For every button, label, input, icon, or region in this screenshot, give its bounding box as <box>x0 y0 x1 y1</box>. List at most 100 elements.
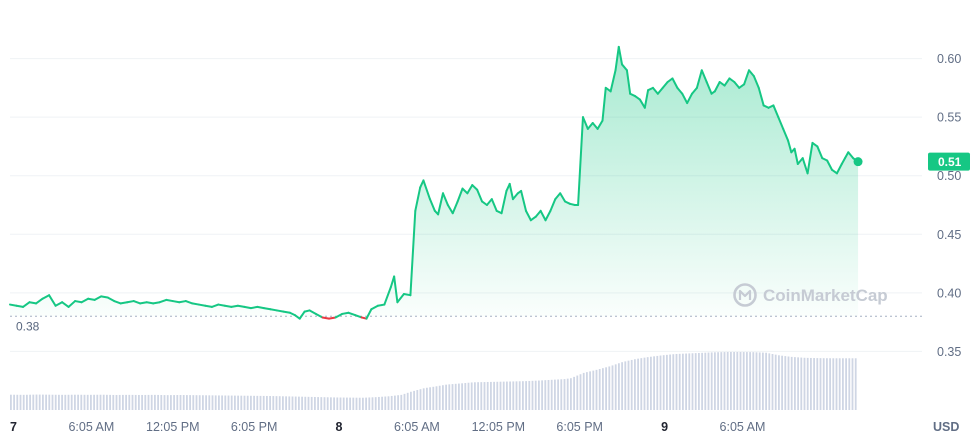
volume-bar <box>634 359 636 410</box>
volume-bar <box>166 395 169 410</box>
volume-bar <box>592 370 595 410</box>
price-line-segment-up <box>298 310 306 320</box>
volume-bar <box>762 352 764 410</box>
price-line-segment-up <box>347 311 357 317</box>
volume-bar <box>637 358 639 410</box>
volume-bar <box>70 394 73 410</box>
volume-bar <box>816 358 819 410</box>
price-line-segment-up <box>441 192 449 206</box>
volume-bar <box>250 395 252 410</box>
volume-bar <box>608 366 611 410</box>
x-tick-day-label: 7 <box>10 420 17 434</box>
x-tick-label: 12:05 PM <box>472 420 526 434</box>
price-line-segment-up <box>772 104 780 119</box>
volume-bar <box>394 395 396 410</box>
volume-bar <box>512 381 515 410</box>
volume-bar <box>195 395 198 410</box>
volume-bar <box>176 395 179 410</box>
volume-bar <box>806 357 809 410</box>
price-line-segment-up <box>617 45 624 66</box>
volume-bar <box>765 352 767 410</box>
volume-bar <box>291 396 294 410</box>
volume-bar <box>35 394 38 410</box>
volume-bar <box>355 397 358 410</box>
volume-bar <box>230 395 233 410</box>
volume-bar <box>160 395 163 410</box>
price-line-segment-up <box>446 204 454 215</box>
volume-bar <box>691 353 694 410</box>
volume-bar <box>803 357 806 410</box>
volume-bar <box>813 358 815 410</box>
price-line-segment-up <box>67 300 77 308</box>
volume-bar <box>784 356 787 410</box>
volume-bar <box>333 397 335 410</box>
price-line-segment-up <box>691 86 698 95</box>
price-line-segment-up <box>269 308 278 312</box>
y-tick-label: 0.60 <box>937 52 961 66</box>
price-line-segment-up <box>262 307 272 311</box>
volume-bar <box>707 352 710 410</box>
volume-bar <box>630 359 633 410</box>
volume-bar <box>275 396 278 410</box>
volume-bar <box>106 394 108 410</box>
price-line-segment-up <box>591 122 599 130</box>
volume-bar <box>698 352 700 410</box>
volume-bar <box>547 379 550 410</box>
price-line-segment-up <box>581 116 589 130</box>
volume-bar <box>419 389 422 410</box>
y-axis: 0.35 0.40 0.45 0.50 0.55 0.60 <box>937 52 961 359</box>
volume-bar <box>550 379 553 410</box>
volume-bar <box>336 397 339 410</box>
price-line-segment-up <box>534 209 542 218</box>
price-line-segment-up <box>100 295 109 299</box>
volume-bar <box>541 380 543 410</box>
current-price-badge: 0.51 <box>928 152 970 171</box>
volume-bar <box>259 395 262 410</box>
volume-bar <box>458 383 460 410</box>
price-line-segment-up <box>476 188 484 203</box>
watermark-text: CoinMarketCap <box>763 286 888 305</box>
volume-bar <box>240 395 243 410</box>
current-price-dot[interactable] <box>853 157 863 167</box>
volume-bar <box>67 394 70 410</box>
volume-bar <box>125 394 127 410</box>
volume-bar <box>730 352 732 410</box>
price-line-segment-up <box>681 92 689 105</box>
price-line-segment-up <box>490 198 498 212</box>
price-line-segment-up <box>481 200 488 206</box>
price-line-segment-up <box>428 198 436 212</box>
price-line-segment-up <box>451 200 459 215</box>
volume-bar <box>566 378 569 410</box>
volume-bar <box>595 369 598 410</box>
volume-bar <box>339 397 342 410</box>
volume-bar <box>429 387 431 410</box>
volume-bar <box>74 394 76 410</box>
price-line-segment-up <box>816 145 824 160</box>
volume-bar <box>538 380 540 410</box>
price-line-segment-up <box>466 184 474 195</box>
price-line-segment-up <box>230 304 239 308</box>
volume-bar <box>304 396 307 410</box>
price-line[interactable] <box>9 45 860 320</box>
volume-bar <box>147 394 150 410</box>
volume-bar <box>835 358 838 410</box>
price-line-segment-up <box>782 127 790 142</box>
volume-bar <box>86 394 89 410</box>
price-line-segment-up <box>826 159 834 171</box>
volume-bar <box>61 394 63 410</box>
price-line-segment-up <box>74 300 83 304</box>
price-line-segment-up <box>728 77 736 83</box>
volume-bar <box>694 353 697 410</box>
volume-bar <box>224 395 227 410</box>
volume-bar <box>624 361 627 410</box>
price-line-segment-up <box>844 151 850 160</box>
price-line-segment-up <box>191 302 200 306</box>
price-line-segment-up <box>119 301 129 305</box>
volume-bar <box>189 395 191 410</box>
price-line-segment-up <box>577 116 584 206</box>
price-line-segment-up <box>634 95 641 101</box>
volume-bar <box>368 397 371 410</box>
volume-bar <box>186 395 188 410</box>
volume-bar <box>384 396 387 410</box>
